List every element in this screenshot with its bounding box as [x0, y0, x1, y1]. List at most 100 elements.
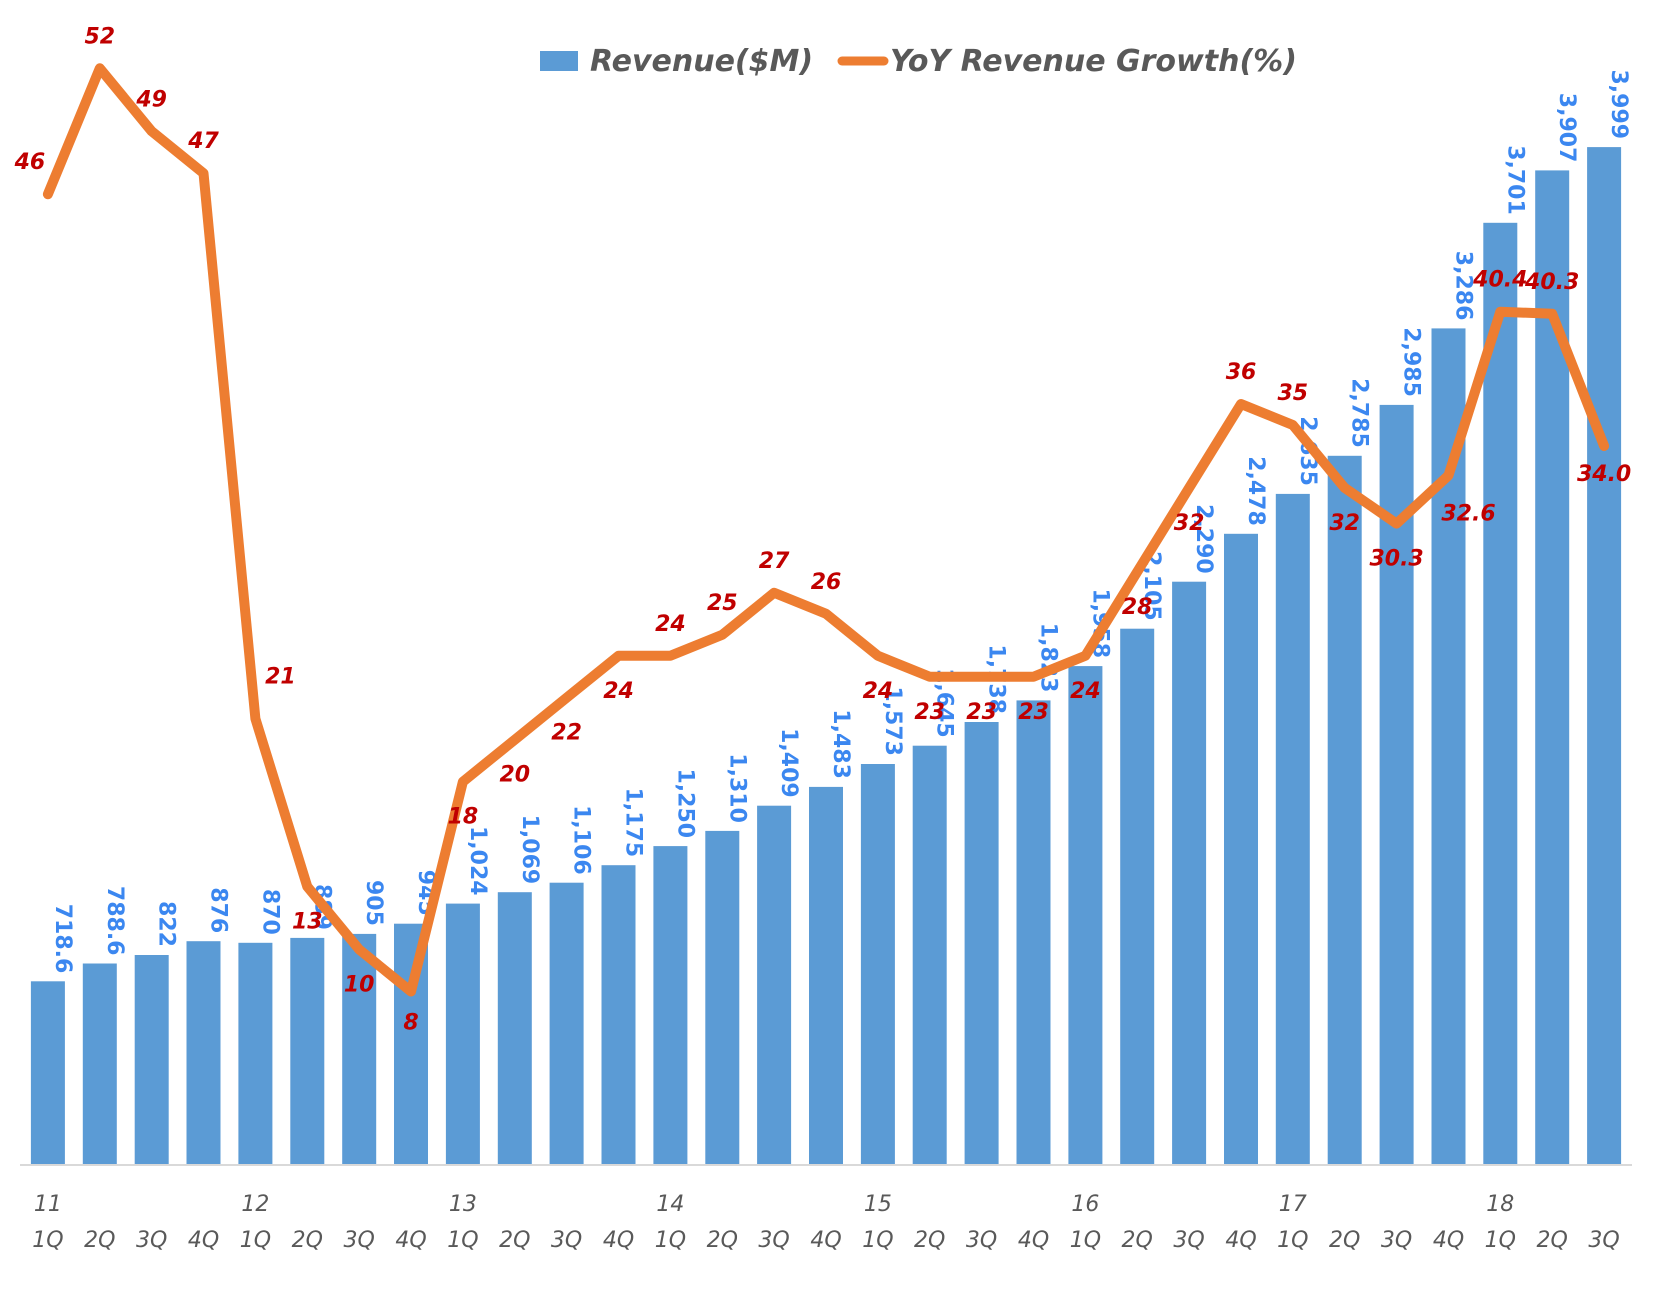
- legend-growth-label: YoY Revenue Growth(%): [890, 44, 1297, 79]
- revenue-value-label: 1,483: [828, 709, 853, 779]
- x-tick-quarter: 3Q: [1381, 1228, 1412, 1253]
- x-tick-quarter: 2Q: [707, 1228, 738, 1253]
- growth-value-label: 24: [1070, 679, 1101, 704]
- x-tick-quarter: 2Q: [1537, 1228, 1568, 1253]
- growth-value-label: 23: [966, 700, 997, 725]
- revenue-bar: [1379, 404, 1414, 1164]
- growth-value-label: 23: [914, 700, 945, 725]
- revenue-value-label: 3,701: [1502, 145, 1527, 215]
- revenue-value-label: 2,785: [1347, 378, 1372, 448]
- growth-value-label: 28: [1122, 595, 1153, 620]
- x-tick-year: 12: [241, 1192, 269, 1217]
- growth-value-label: 40.3: [1524, 270, 1579, 295]
- revenue-bar: [445, 903, 480, 1164]
- revenue-bar: [912, 745, 947, 1164]
- x-tick-quarter: 2Q: [1329, 1228, 1360, 1253]
- x-tick-quarter: 1Q: [1485, 1228, 1516, 1253]
- growth-value-label: 22: [551, 721, 582, 746]
- revenue-value-label: 718.6: [50, 904, 75, 974]
- x-tick-quarter: 2Q: [292, 1228, 323, 1253]
- revenue-bar: [1120, 628, 1155, 1164]
- x-tick-quarter: 3Q: [966, 1228, 997, 1253]
- growth-value-label: 21: [265, 665, 296, 690]
- revenue-value-label: 1,106: [569, 805, 594, 875]
- revenue-value-label: 1,250: [672, 769, 697, 839]
- growth-value-label: 36: [1226, 360, 1257, 385]
- revenue-bar: [1016, 700, 1051, 1164]
- revenue-bar: [549, 882, 584, 1164]
- growth-line: [42, 63, 1610, 997]
- x-tick-quarter: 4Q: [1433, 1228, 1464, 1253]
- growth-value-label: 10: [344, 973, 375, 998]
- x-tick-year: 11: [34, 1192, 62, 1217]
- growth-value-label: 24: [863, 679, 894, 704]
- growth-value-label: 23: [1018, 700, 1049, 725]
- x-tick-quarter: 2Q: [914, 1228, 945, 1253]
- revenue-bar: [1483, 222, 1518, 1165]
- revenue-labels: 718.6 788.6 822 876 870 889 905 945 1,024 1,069 1,…: [50, 70, 1631, 974]
- growth-value-label: 35: [1277, 381, 1308, 406]
- x-tick-quarter: 2Q: [499, 1228, 530, 1253]
- growth-value-label: 24: [655, 612, 686, 637]
- revenue-bar: [30, 981, 65, 1164]
- revenue-value-label: 3,999: [1606, 70, 1631, 140]
- x-tick-quarter: 3Q: [344, 1228, 375, 1253]
- growth-value-label: 40.4: [1472, 268, 1527, 293]
- revenue-bar: [497, 892, 532, 1164]
- x-tick-quarter: 4Q: [1018, 1228, 1049, 1253]
- x-tick-quarter: 1Q: [1277, 1228, 1308, 1253]
- x-tick-quarter: 1Q: [862, 1228, 893, 1253]
- growth-value-label: 52: [84, 24, 115, 49]
- revenue-value-label: 2,478: [1243, 456, 1268, 526]
- revenue-value-label: 870: [257, 889, 282, 935]
- x-tick-quarter: 4Q: [395, 1228, 426, 1253]
- revenue-bars: [30, 147, 1622, 1165]
- x-axis-ticks: 11 1Q 2Q 3Q 4Q 12 1Q 2Q 3Q 4Q 13 1Q 2Q 3Q 4Q 14 1Q 2Q 3Q 4Q…: [32, 1192, 1620, 1253]
- x-tick-quarter: 4Q: [1225, 1228, 1256, 1253]
- x-tick-quarter: 1Q: [447, 1228, 478, 1253]
- revenue-value-label: 788.6: [102, 886, 127, 956]
- growth-value-label: 30.3: [1369, 547, 1423, 572]
- x-tick-quarter: 4Q: [188, 1228, 219, 1253]
- revenue-value-label: 3,907: [1554, 93, 1579, 163]
- revenue-bar: [290, 937, 325, 1164]
- revenue-bar: [757, 805, 792, 1164]
- revenue-bar: [964, 722, 999, 1164]
- revenue-bar: [82, 963, 117, 1164]
- revenue-bar: [1275, 493, 1310, 1164]
- revenue-bar: [342, 933, 377, 1164]
- revenue-bar: [705, 830, 740, 1164]
- x-tick-year: 16: [1071, 1192, 1099, 1217]
- revenue-value-label: 905: [361, 880, 386, 926]
- revenue-value-label: 1,823: [1036, 623, 1061, 693]
- revenue-bar: [1327, 455, 1362, 1164]
- growth-value-label: 26: [811, 570, 842, 595]
- growth-value-label: 34.0: [1577, 462, 1631, 487]
- growth-value-label: 32: [1329, 511, 1360, 536]
- revenue-value-label: 876: [206, 887, 231, 933]
- legend: Revenue($M) YoY Revenue Growth(%): [540, 44, 1297, 79]
- growth-value-label: 25: [707, 591, 738, 616]
- revenue-value-label: 1,024: [465, 826, 490, 896]
- x-tick-quarter: 1Q: [32, 1228, 63, 1253]
- x-tick-quarter: 2Q: [1122, 1228, 1153, 1253]
- growth-value-label: 24: [603, 679, 634, 704]
- x-tick-quarter: 3Q: [551, 1228, 582, 1253]
- growth-value-label: 32.6: [1441, 501, 1495, 526]
- revenue-bar: [186, 941, 221, 1164]
- revenue-bar: [238, 942, 273, 1164]
- x-tick-quarter: 4Q: [810, 1228, 841, 1253]
- revenue-bar: [1172, 581, 1207, 1164]
- revenue-bar: [860, 764, 895, 1164]
- revenue-value-label: 2,985: [1399, 327, 1424, 397]
- growth-value-label: 13: [292, 910, 323, 935]
- x-tick-year: 13: [449, 1192, 477, 1217]
- x-tick-quarter: 1Q: [240, 1228, 271, 1253]
- legend-revenue-swatch: [540, 51, 578, 71]
- revenue-value-label: 2,290: [1191, 504, 1216, 574]
- x-tick-quarter: 3Q: [1173, 1228, 1204, 1253]
- revenue-bar: [134, 955, 169, 1164]
- x-tick-quarter: 2Q: [84, 1228, 115, 1253]
